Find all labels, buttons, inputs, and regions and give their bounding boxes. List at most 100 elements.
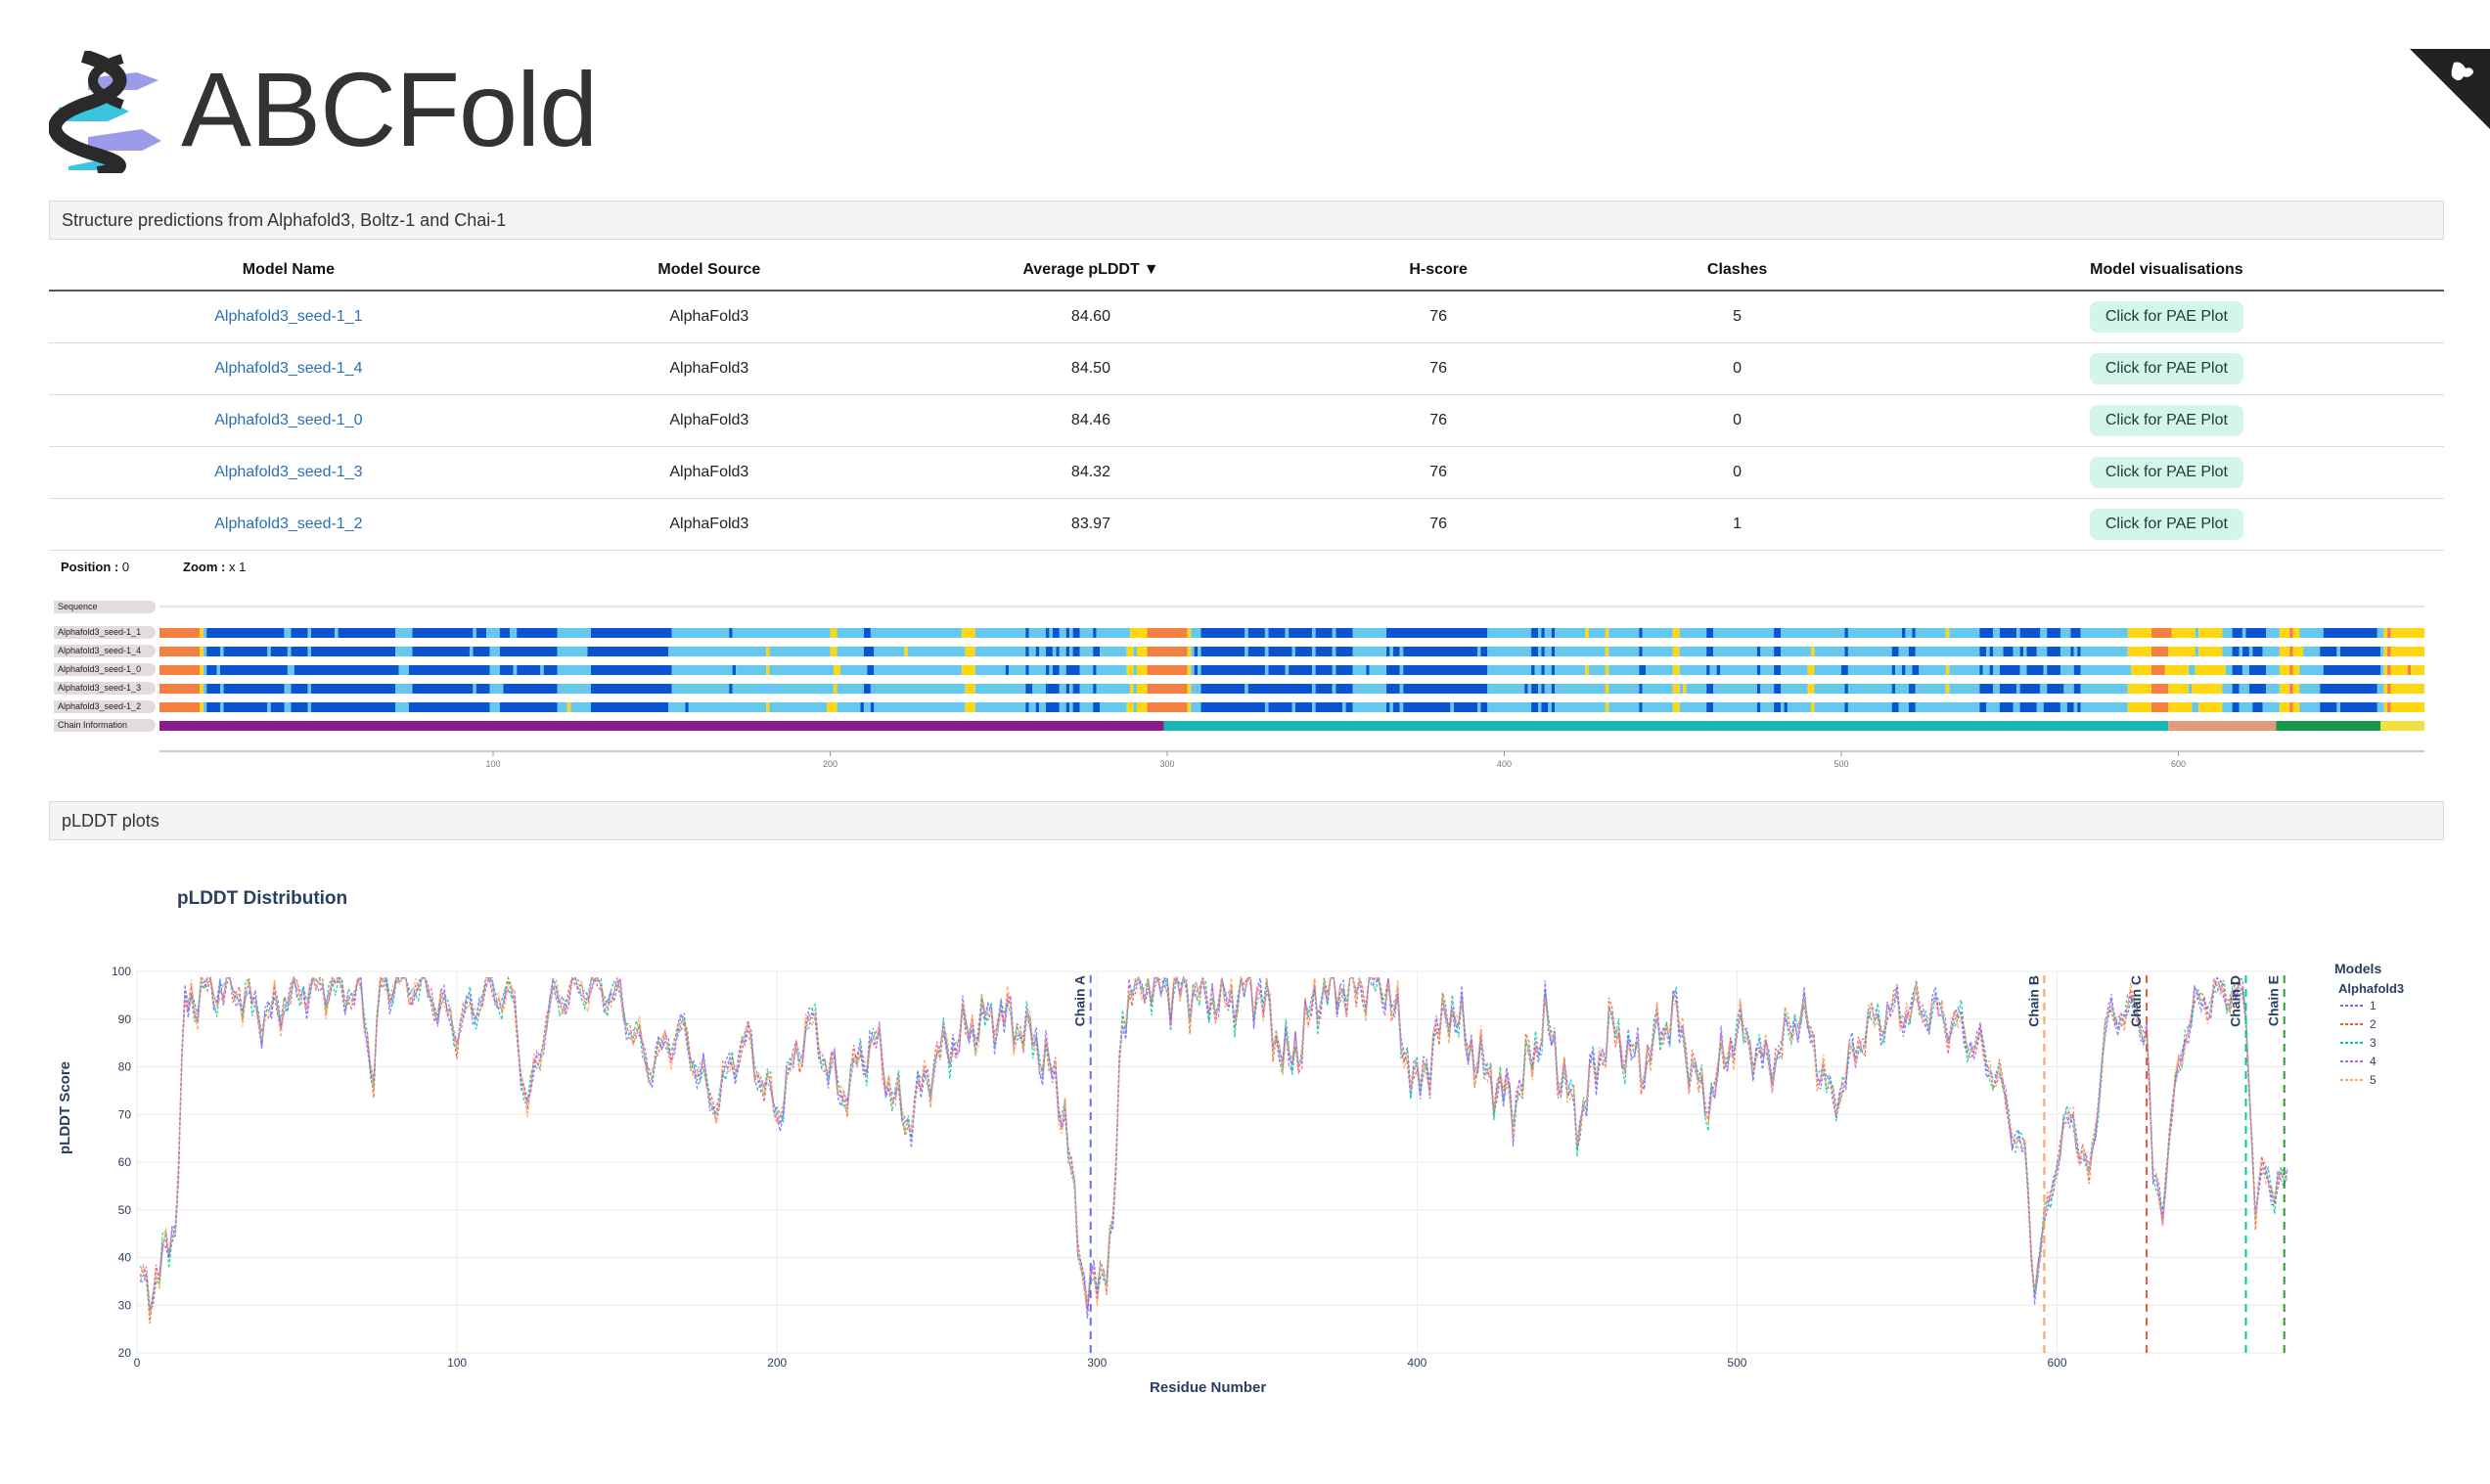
pae-plot-button[interactable]: Click for PAE Plot [2089,509,2243,540]
plddt-segment [1993,628,2000,638]
model-track-label: Alphafold3_seed-1_1 [54,626,156,639]
pae-plot-button[interactable]: Click for PAE Plot [2089,301,2243,333]
legend-item[interactable]: 1 [2340,999,2377,1012]
plddt-segment [1999,702,2014,712]
col-header-hscore[interactable]: H-score [1290,250,1586,292]
plddt-segment [2279,665,2290,675]
legend-item[interactable]: 3 [2340,1036,2377,1050]
plddt-segment [864,628,871,638]
plddt-segment [2242,665,2249,675]
plddt-segment [2289,628,2293,638]
plddt-segment [2411,665,2424,675]
legend-item[interactable]: 2 [2340,1017,2377,1031]
plddt-segment [2151,647,2169,656]
plddt-segment [1403,665,1488,675]
plddt-segment [1264,665,1269,675]
plddt-segment [1538,628,1542,638]
pae-plot-button[interactable]: Click for PAE Plot [2089,457,2243,488]
plddt-segment [206,665,217,675]
plddt-segment [206,647,220,656]
plddt-segment [837,684,864,694]
plddt-segment [284,628,292,638]
model-name-link[interactable]: Alphafold3_seed-1_3 [49,446,528,499]
col-header-model-visualisations[interactable]: Model visualisations [1888,250,2444,292]
clashes-cell: 1 [1585,498,1889,551]
plddt-segment [1345,702,1353,712]
plddt-segment [2222,702,2233,712]
plddt-segment [1294,702,1313,712]
model-track [159,647,2424,656]
plddt-segment [1979,702,1987,712]
col-header-model-name[interactable]: Model Name [49,250,528,292]
legend-item[interactable]: 5 [2340,1073,2377,1087]
plddt-segment [1315,665,1333,675]
plddt-segment [1608,665,1640,675]
plddt-segment [688,702,767,712]
plddt-segment [1126,647,1134,656]
ruler-tick-label: 500 [1834,759,1849,769]
plddt-segment [1028,702,1036,712]
col-header-clashes[interactable]: Clashes [1585,250,1889,292]
plddt-segment [1908,647,1916,656]
plddt-segment [1133,647,1137,656]
model-name-link[interactable]: Alphafold3_seed-1_0 [49,394,528,447]
plddt-segment [1844,628,1848,638]
plddt-segment [2323,628,2377,638]
plddt-segment [1999,665,2020,675]
plddt-segment [1902,665,1906,675]
plddt-segment [2077,647,2081,656]
plddt-segment [489,647,500,656]
model-name-link[interactable]: Alphafold3_seed-1_2 [49,498,528,551]
plddt-segment [200,647,204,656]
chain-segment [2380,721,2424,731]
feature-viewer-tracks[interactable]: 100 200 300 400 500 600 [0,0,2490,783]
plddt-segment [1605,665,1609,675]
y-tick-label: 30 [118,1298,132,1312]
pae-plot-button[interactable]: Click for PAE Plot [2089,353,2243,384]
plddt-segment [1760,647,1775,656]
plddt-segment [1986,647,1990,656]
plddt-segment [965,684,975,694]
plddt-segment [1315,684,1333,694]
plddt-segment [1784,702,1788,712]
plddt-segment [2383,647,2388,656]
plddt-segment [335,628,339,638]
model-track-label: Alphafold3_seed-1_4 [54,645,156,657]
model-name-link[interactable]: Alphafold3_seed-1_4 [49,342,528,395]
plddt-segment [1200,684,1245,694]
plddt-segment [1902,628,1906,638]
col-header-model-source[interactable]: Model Source [527,250,890,292]
col-header-average-plddt[interactable]: Average pLDDT ▼ [889,250,1291,292]
plddt-segment [1198,647,1201,656]
plddt-segment [2239,647,2242,656]
model-name-link[interactable]: Alphafold3_seed-1_1 [49,291,528,343]
legend-swatch-icon [2340,1005,2364,1007]
plddt-segment [839,665,868,675]
app-title: ABCFold [181,50,598,168]
plddt-segment [486,628,500,638]
plddt-segment [2040,684,2048,694]
plddt-segment [1049,628,1053,638]
plddt-segment [837,647,864,656]
plddt-segment [1477,702,1481,712]
average-plddt-cell: 83.97 [889,498,1291,551]
github-corner-icon[interactable] [2410,49,2490,129]
chart-x-axis-label: Residue Number [1150,1379,1267,1396]
plddt-segment [870,628,962,638]
plddt-segment [1312,702,1316,712]
legend-item[interactable]: 4 [2340,1055,2377,1068]
plddt-segment [907,647,966,656]
plddt-segment [294,665,399,675]
plddt-segment [1756,684,1761,694]
plddt-segment [203,702,207,712]
hscore-cell: 76 [1290,394,1586,447]
plddt-segment [1399,702,1404,712]
plddt-segment [2292,628,2300,638]
plddt-segment [200,702,204,712]
y-tick-label: 50 [118,1203,132,1217]
plddt-segment [591,684,672,694]
plddt-segment [1332,647,1336,656]
pae-plot-button[interactable]: Click for PAE Plot [2089,405,2243,436]
plddt-segment [766,665,770,675]
